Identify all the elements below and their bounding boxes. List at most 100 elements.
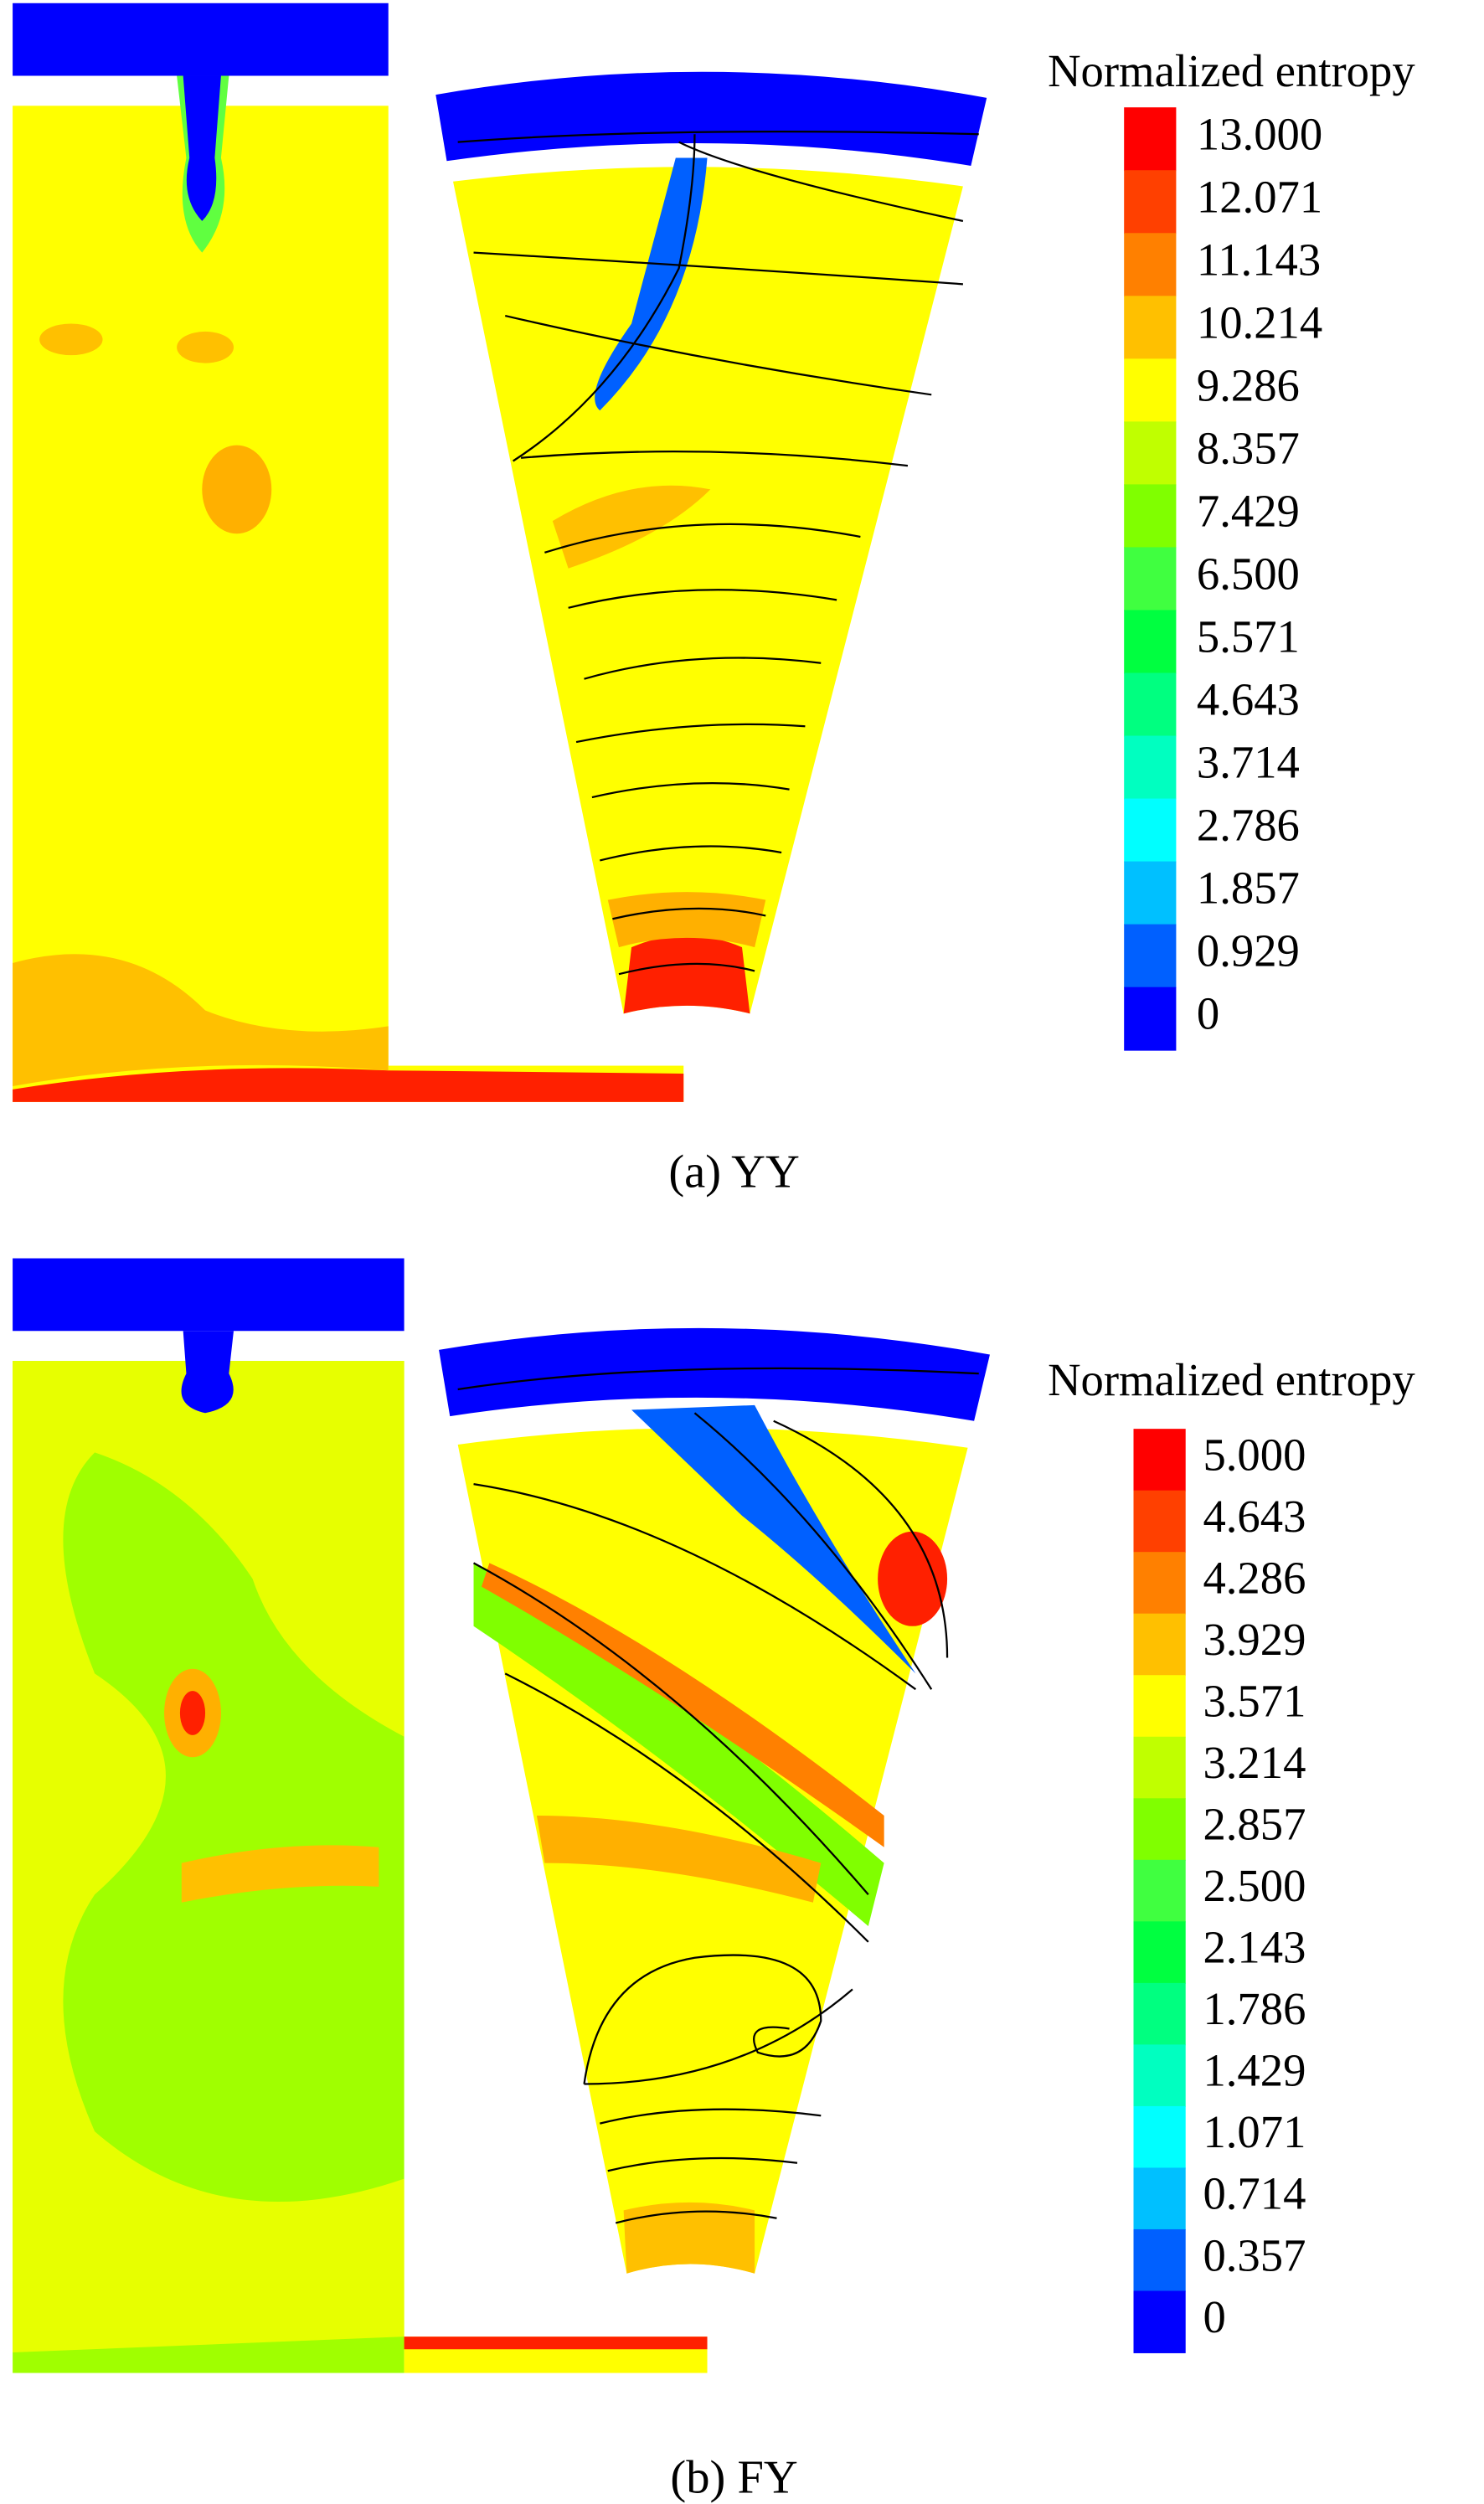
colorbar-label: 5.000	[1203, 1429, 1306, 1480]
warm-blob	[177, 331, 234, 363]
colorbar-label: 2.500	[1203, 1860, 1306, 1911]
colorbar-swatch	[1124, 547, 1177, 611]
colorbar-swatch	[1133, 1798, 1186, 1861]
colorbar-label: 3.214	[1203, 1737, 1306, 1788]
colorbar-label: 2.786	[1197, 800, 1300, 851]
hot-blob	[179, 1691, 206, 1735]
colorbar-swatch	[1124, 170, 1177, 234]
hot-band	[623, 935, 750, 1014]
colorbar-label: 4.643	[1203, 1491, 1306, 1542]
streamline	[575, 723, 806, 744]
jet	[631, 1404, 916, 1674]
colorbar-swatch	[1133, 2105, 1186, 2169]
streamline	[544, 523, 861, 554]
streamline	[504, 1672, 869, 1943]
hot-blob	[878, 1531, 948, 1626]
colorbar-label: 4.286	[1203, 1553, 1306, 1604]
streamline	[600, 845, 782, 862]
colorbar-swatch	[1133, 2290, 1186, 2353]
colorbar-swatch	[1133, 1736, 1186, 1800]
warm-blob	[552, 485, 711, 569]
colorbar-label: 12.071	[1197, 171, 1322, 222]
warm-band	[536, 1816, 822, 1903]
warm-blob	[202, 445, 272, 534]
warm-band	[607, 892, 766, 948]
colorbar-label: 8.357	[1197, 422, 1300, 473]
colorbar-swatch	[1124, 735, 1177, 800]
streamline	[693, 1412, 933, 1690]
colorbar-label: 3.571	[1203, 1676, 1306, 1727]
panel-a-contours	[13, 3, 987, 1102]
colorbar-label: 1.786	[1203, 1983, 1306, 2034]
colorbar-swatch	[1124, 924, 1177, 988]
jet	[181, 1331, 234, 1414]
streamline	[513, 134, 696, 462]
colorbar-label: 13.000	[1197, 108, 1322, 159]
streamline	[457, 1367, 979, 1391]
colorbar-swatch	[1124, 987, 1177, 1051]
colorbar-label: 3.714	[1197, 737, 1300, 788]
colorbar-swatch	[1133, 1859, 1186, 1923]
colorbar-title: Normalized entropy	[1048, 45, 1415, 96]
panel-b-contours	[13, 1258, 990, 2373]
colorbar-label: 3.929	[1203, 1614, 1306, 1665]
colorbar-swatch	[1124, 484, 1177, 549]
colorbar-swatch	[1133, 2228, 1186, 2292]
green-band	[473, 1563, 884, 1926]
colorbar-label: 4.643	[1197, 674, 1300, 725]
streamline	[584, 657, 822, 680]
caption: (a) YY	[668, 1146, 799, 1198]
colorbar-label: 2.143	[1203, 1922, 1306, 1973]
streamline	[612, 907, 766, 920]
warm-region	[13, 954, 389, 1087]
streamline	[457, 130, 979, 143]
inlet-bar	[13, 1258, 404, 1332]
warm-band	[623, 2202, 755, 2274]
colorbar-label: 5.571	[1197, 611, 1300, 662]
colorbar-swatch	[1133, 2167, 1186, 2230]
colorbar-swatch	[1133, 1490, 1186, 1553]
streamline	[615, 2210, 777, 2224]
streamline	[773, 1419, 949, 1658]
hot-strip	[13, 1068, 684, 1102]
streamline	[607, 2156, 798, 2172]
streamline	[472, 1562, 869, 1896]
colorbar-swatch	[1133, 1982, 1186, 2046]
colorbar-swatch	[1124, 610, 1177, 674]
colorbar-label: 0.714	[1203, 2168, 1306, 2219]
colorbar-label: 0.929	[1197, 925, 1300, 976]
streamline	[520, 451, 909, 467]
colorbar-swatch	[1133, 1552, 1186, 1615]
colorbar-label: 1.857	[1197, 863, 1300, 914]
colorbar-swatch	[1124, 861, 1177, 925]
colorbar-swatch	[1124, 233, 1177, 297]
streamline	[678, 141, 964, 223]
warm-band	[481, 1563, 884, 1847]
colorbar-swatch	[1133, 1921, 1186, 1984]
colorbar-swatch	[1124, 296, 1177, 360]
streamline	[473, 251, 963, 286]
colorbar-label: 10.214	[1197, 296, 1322, 348]
jet	[595, 157, 708, 411]
domain	[13, 106, 389, 1102]
jet	[183, 75, 221, 221]
warm-band	[181, 1845, 379, 1903]
colorbar-swatch	[1133, 1675, 1186, 1738]
colorbar-label: 1.429	[1203, 2045, 1306, 2096]
colorbar-swatch	[1124, 421, 1177, 486]
streamline	[600, 2108, 822, 2125]
colorbar-swatch	[1124, 107, 1177, 172]
colorbar-label: 6.500	[1197, 548, 1300, 599]
inlet-bar	[13, 3, 389, 76]
streamline	[583, 1954, 822, 2084]
colorbar-swatch	[1124, 672, 1177, 737]
colorbar-swatch	[1124, 798, 1177, 863]
colorbar-label: 11.143	[1197, 234, 1321, 285]
colorbar-label: 2.857	[1203, 1799, 1306, 1850]
colorbar-swatch	[1133, 2044, 1186, 2107]
streamline	[584, 1988, 853, 2085]
colorbar-label: 0.357	[1203, 2229, 1306, 2280]
caption: (b) FY	[670, 2452, 797, 2504]
inlet-arc	[435, 71, 987, 166]
